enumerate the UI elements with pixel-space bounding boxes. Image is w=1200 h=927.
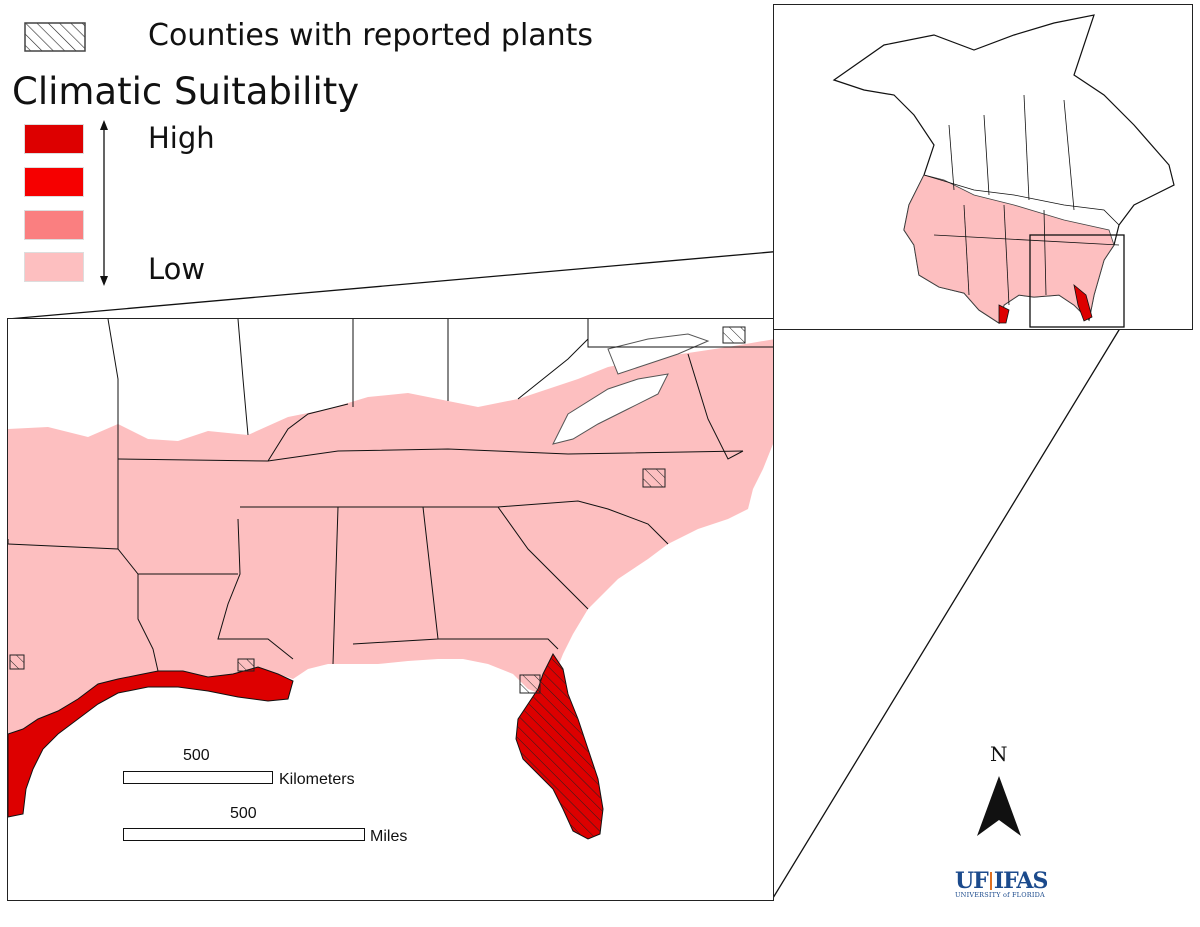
legend-low-label: Low xyxy=(148,252,206,286)
logo-divider xyxy=(989,872,992,890)
legend: Counties with reported plants Climatic S… xyxy=(0,0,600,300)
north-arrow-icon xyxy=(977,776,1021,836)
mi-scale-value: 500 xyxy=(230,805,257,822)
inset-high-suitability xyxy=(1073,283,1093,322)
mi-scale-unit: Miles xyxy=(370,828,408,845)
counties-legend-label: Counties with reported plants xyxy=(148,18,594,53)
inset-map[interactable] xyxy=(773,4,1193,330)
inset-high-suitability-gulf xyxy=(998,304,1010,324)
high-suitability-gulf-coast xyxy=(8,666,294,818)
low-suitability-region xyxy=(8,339,773,734)
reported-county-hatch xyxy=(519,674,541,694)
swatch-mid-high xyxy=(24,167,84,197)
north-america-map xyxy=(832,14,1175,328)
logo-ifas: IFAS xyxy=(993,868,1049,894)
legend-title: Climatic Suitability xyxy=(12,70,360,113)
double-arrow-icon xyxy=(100,120,108,286)
reported-county-hatch xyxy=(237,658,255,672)
reported-county-hatch xyxy=(9,654,25,670)
km-scale-unit: Kilometers xyxy=(279,771,355,788)
km-scale-bar xyxy=(123,771,273,784)
uf-ifas-logo: UF IFAS UNIVERSITY of FLORIDA xyxy=(955,868,1055,908)
main-map[interactable]: 500 Kilometers 500 Miles xyxy=(7,318,774,901)
mi-scale-bar xyxy=(123,828,365,841)
inset-zoom-box xyxy=(1029,234,1125,328)
north-label: N xyxy=(990,742,1008,766)
swatch-low xyxy=(24,252,84,282)
reported-county-hatch xyxy=(722,326,746,344)
north-arrow: N xyxy=(975,742,1025,842)
swatch-mid-low xyxy=(24,210,84,240)
state-borders xyxy=(8,319,773,672)
logo-uf: UF xyxy=(955,868,989,894)
southeast-us-map xyxy=(8,319,773,840)
legend-high-label: High xyxy=(148,121,215,155)
reported-county-hatch xyxy=(642,468,666,488)
logo-subtitle: UNIVERSITY of FLORIDA xyxy=(955,891,1045,899)
inset-low-suitability xyxy=(903,174,1115,324)
hatch-swatch-icon xyxy=(24,22,86,52)
unsuitable-highland-patch xyxy=(552,373,669,445)
inset-borders xyxy=(923,94,1120,306)
km-scale-value: 500 xyxy=(183,747,210,764)
swatch-high xyxy=(24,124,84,154)
reported-counties-florida-hatch xyxy=(516,654,603,839)
